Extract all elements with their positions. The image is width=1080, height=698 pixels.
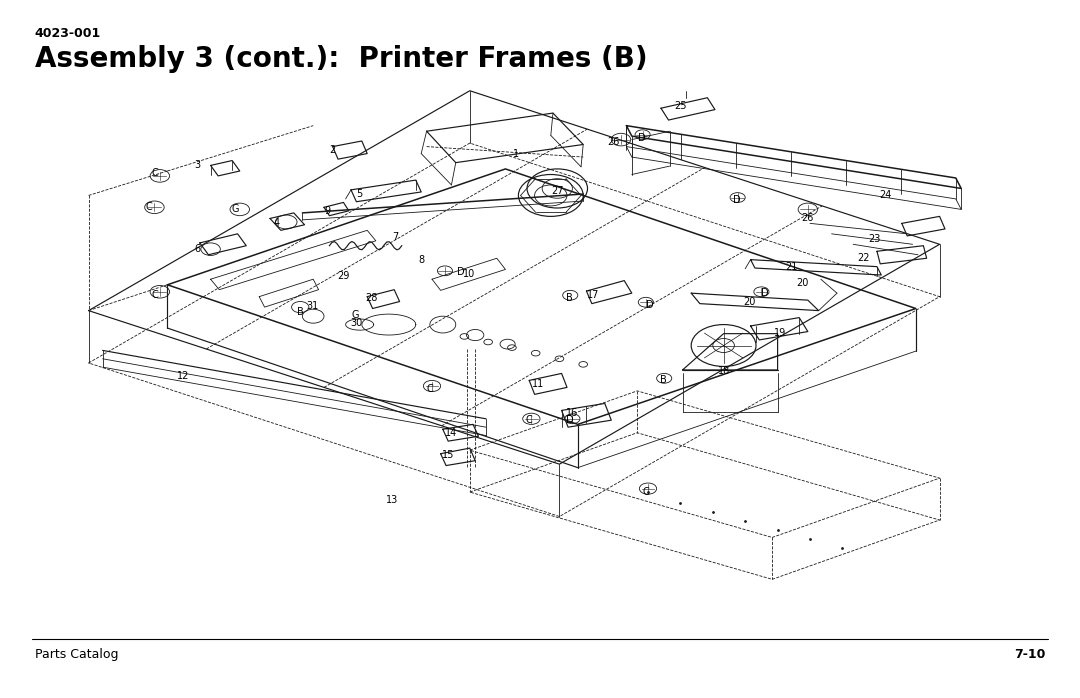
- Text: 10: 10: [462, 269, 475, 279]
- Text: B: B: [566, 293, 572, 303]
- Text: D: D: [457, 267, 465, 277]
- Text: 28: 28: [365, 293, 378, 303]
- Text: 18: 18: [717, 366, 730, 376]
- Text: 20: 20: [796, 278, 809, 288]
- Text: 22: 22: [858, 253, 870, 263]
- Text: D: D: [646, 300, 654, 310]
- Text: 25: 25: [674, 101, 687, 111]
- Text: 13: 13: [386, 496, 399, 505]
- Text: 7: 7: [392, 232, 399, 242]
- Text: G: G: [352, 311, 359, 320]
- Text: C: C: [151, 168, 158, 178]
- Text: Assembly 3 (cont.):  Printer Frames (B): Assembly 3 (cont.): Printer Frames (B): [35, 45, 647, 73]
- Text: D: D: [760, 288, 769, 298]
- Text: 4023-001: 4023-001: [35, 27, 100, 40]
- Text: B: B: [297, 307, 303, 317]
- Text: 12: 12: [177, 371, 190, 380]
- Text: 9: 9: [324, 207, 330, 216]
- Text: 26: 26: [607, 137, 620, 147]
- Text: G: G: [232, 205, 239, 214]
- Text: D: D: [732, 195, 741, 205]
- Text: 20: 20: [743, 297, 756, 307]
- Text: 26: 26: [801, 213, 814, 223]
- Text: C: C: [427, 384, 433, 394]
- Text: 31: 31: [306, 301, 319, 311]
- Text: 23: 23: [868, 235, 881, 244]
- Text: B: B: [660, 375, 666, 385]
- Text: 6: 6: [194, 244, 201, 254]
- Text: 21: 21: [785, 262, 798, 272]
- Text: 27: 27: [551, 186, 564, 195]
- Text: 3: 3: [194, 161, 201, 170]
- Text: C: C: [526, 415, 532, 425]
- Text: 30: 30: [350, 318, 363, 328]
- Text: 14: 14: [445, 428, 458, 438]
- Text: 29: 29: [337, 271, 350, 281]
- Text: 1: 1: [513, 149, 519, 158]
- Text: 4: 4: [273, 218, 280, 228]
- Text: 16: 16: [566, 408, 579, 418]
- Text: C: C: [151, 290, 158, 299]
- Text: 19: 19: [773, 328, 786, 338]
- Text: D: D: [637, 133, 646, 142]
- Text: 2: 2: [329, 145, 336, 155]
- Text: 7-10: 7-10: [1014, 648, 1045, 661]
- Text: 5: 5: [356, 189, 363, 199]
- Text: C: C: [146, 202, 152, 212]
- Text: 11: 11: [531, 379, 544, 389]
- Text: 8: 8: [418, 255, 424, 265]
- Text: 17: 17: [586, 290, 599, 300]
- Text: 24: 24: [879, 191, 892, 200]
- Text: Parts Catalog: Parts Catalog: [35, 648, 118, 661]
- Text: C: C: [643, 487, 649, 497]
- Text: D: D: [566, 415, 575, 425]
- Text: 15: 15: [442, 450, 455, 460]
